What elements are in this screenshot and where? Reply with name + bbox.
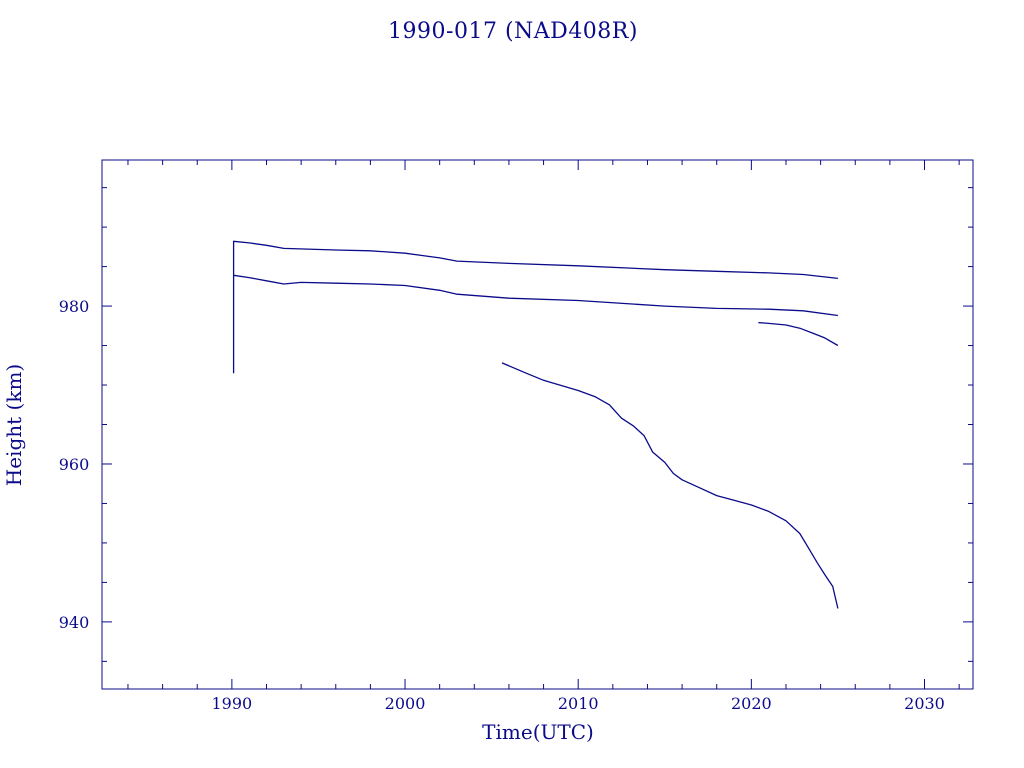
x-tick-label: 1990	[212, 694, 253, 713]
x-tick-label: 2020	[731, 694, 772, 713]
series-line-3	[758, 321, 839, 347]
series-group	[232, 240, 839, 609]
tick-labels: 1990 2000 2010 2020 2030 940 960 980	[59, 297, 945, 713]
series-line-2	[233, 274, 838, 317]
series-line-4	[501, 362, 839, 609]
y-tick-label: 980	[59, 297, 90, 316]
axis-ticks	[102, 160, 973, 689]
x-axis-label: Time(UTC)	[482, 720, 594, 744]
y-axis-label: Height (km)	[2, 364, 26, 486]
series-line-1	[232, 240, 838, 374]
y-tick-label: 940	[59, 613, 90, 632]
chart-title: 1990-017 (NAD408R)	[388, 19, 638, 44]
x-tick-label: 2010	[558, 694, 599, 713]
plot-frame	[101, 159, 974, 690]
y-tick-label: 960	[59, 455, 90, 474]
x-tick-label: 2030	[904, 694, 945, 713]
x-tick-label: 2000	[385, 694, 426, 713]
